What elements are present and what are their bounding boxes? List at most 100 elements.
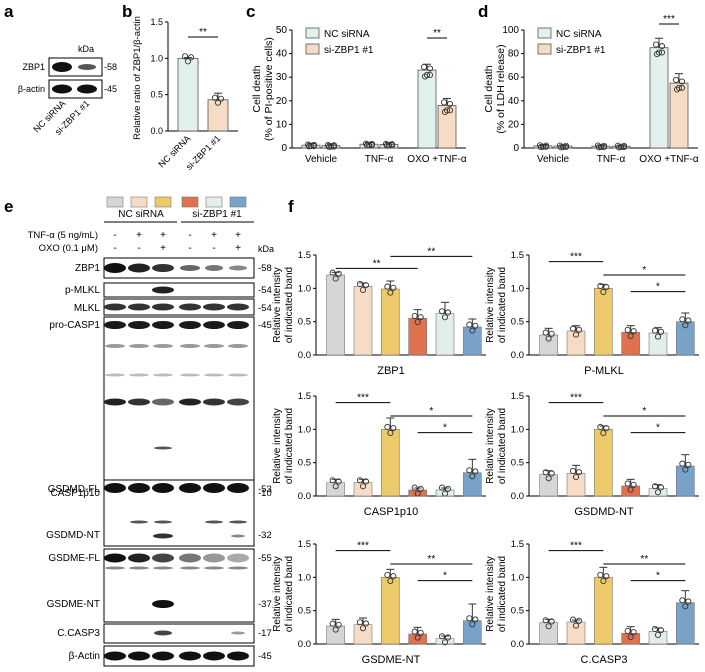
significance-label: * (642, 406, 646, 417)
x-tick-label: Vehicle (305, 154, 338, 165)
data-point (679, 460, 686, 467)
data-point (630, 629, 637, 636)
y-tick-label: 1.5 (298, 539, 311, 550)
y-tick-label: 1.5 (150, 17, 163, 27)
x-axis-label: C.CASP3 (580, 654, 627, 666)
panel-letter-e: e (4, 197, 13, 216)
data-point (384, 571, 391, 578)
bar (326, 274, 345, 356)
treatment-sign: + (136, 230, 142, 241)
data-point (390, 284, 397, 291)
band (204, 373, 224, 377)
data-point (411, 628, 418, 635)
y-tick-label: 0.0 (298, 491, 311, 502)
significance-label: * (429, 406, 433, 417)
data-point (562, 143, 570, 151)
data-point (672, 76, 680, 83)
kda-label-e: kDa (258, 244, 274, 254)
bar (539, 474, 558, 497)
data-point (438, 484, 446, 491)
band (153, 533, 173, 539)
band (128, 398, 150, 406)
data-point (329, 477, 336, 484)
band (52, 62, 72, 72)
y-axis-label-line1: Cell death (251, 65, 263, 112)
data-point (652, 41, 660, 48)
data-point (438, 308, 446, 315)
y-tick-label: 1.5 (511, 391, 524, 402)
data-point (548, 618, 555, 625)
y-tick-label: 0.0 (298, 350, 311, 361)
band (153, 344, 173, 348)
y-tick-label: 1.0 (298, 424, 311, 435)
blot-membrane (103, 316, 255, 508)
treatment-label-tnf: TNF-α (5 ng/mL) (28, 230, 98, 241)
band (152, 286, 174, 294)
y-tick-label: 0.5 (511, 317, 524, 328)
band (227, 651, 249, 661)
x-axis-label: GSDMD-NT (574, 506, 634, 518)
band (154, 630, 172, 636)
band (179, 483, 201, 493)
data-point (414, 634, 421, 641)
band (105, 373, 125, 377)
blot-label: pro-CASP1 (49, 320, 100, 331)
band (180, 344, 200, 348)
bar (437, 105, 457, 149)
data-point (214, 99, 222, 106)
band (227, 553, 249, 563)
y-tick-label: 1.0 (511, 424, 524, 435)
data-point (417, 629, 424, 636)
band (52, 84, 72, 94)
blot-actin (48, 79, 103, 99)
bar (381, 288, 400, 356)
data-point (414, 318, 421, 325)
data-point (575, 469, 583, 476)
treatment-sign: + (235, 230, 241, 241)
significance-label: ** (640, 554, 648, 565)
y-tick-label: 100 (502, 25, 519, 36)
significance-label: ** (427, 554, 435, 565)
data-point (548, 470, 555, 477)
band (203, 303, 225, 311)
band (78, 64, 96, 70)
band (205, 265, 223, 271)
band (152, 483, 174, 493)
x-tick-label: OXO +TNF-α (639, 154, 699, 165)
x-tick-label: OXO +TNF-α (407, 154, 467, 165)
data-point (542, 469, 549, 476)
legend-label-nc: NC siRNA (324, 29, 370, 40)
y-tick-label: 0.0 (298, 639, 311, 650)
data-point (335, 621, 342, 628)
data-point (678, 84, 686, 91)
blot-membrane (103, 548, 255, 623)
treatment-sign: + (211, 230, 217, 241)
bar (566, 621, 586, 645)
band (179, 321, 201, 329)
data-point (329, 620, 336, 627)
y-axis-label-line2: of indicated band (284, 267, 295, 343)
chart-c: 0 10 20 30 40 50 Vehicle TNF-α OXO +TNF-α ** NC si… (251, 25, 467, 165)
data-point (542, 617, 549, 624)
data-point (651, 625, 659, 632)
data-point (678, 78, 686, 85)
treatment-label-oxo: OXO (0.1 μM) (39, 243, 98, 254)
y-axis-label-line1: Relative intensity (485, 556, 496, 632)
y-tick-label: 0.0 (150, 126, 163, 136)
data-point (466, 321, 473, 328)
data-point (414, 490, 421, 497)
band (180, 373, 200, 377)
y-tick-label: 0.5 (298, 458, 311, 469)
band (204, 344, 224, 348)
band (152, 398, 174, 406)
blot-label: C.CASP3 (57, 628, 100, 639)
data-point (603, 425, 610, 432)
data-point (630, 481, 637, 488)
data-point (441, 490, 449, 497)
data-point (572, 622, 580, 629)
data-point (466, 615, 473, 622)
data-point (387, 577, 394, 584)
